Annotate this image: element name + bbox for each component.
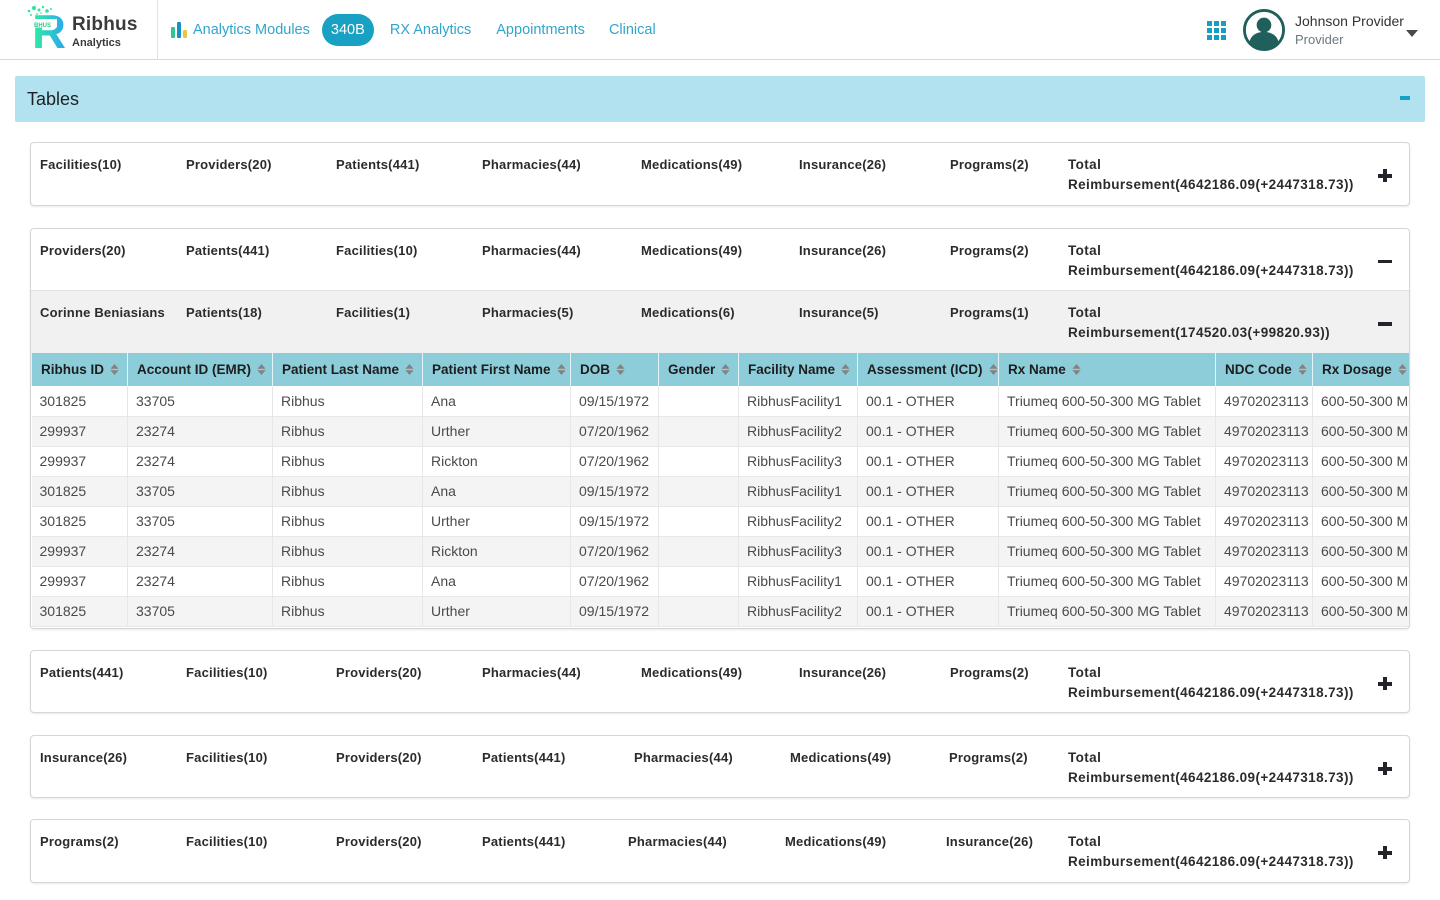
svg-text:BHUS: BHUS [34,23,51,29]
